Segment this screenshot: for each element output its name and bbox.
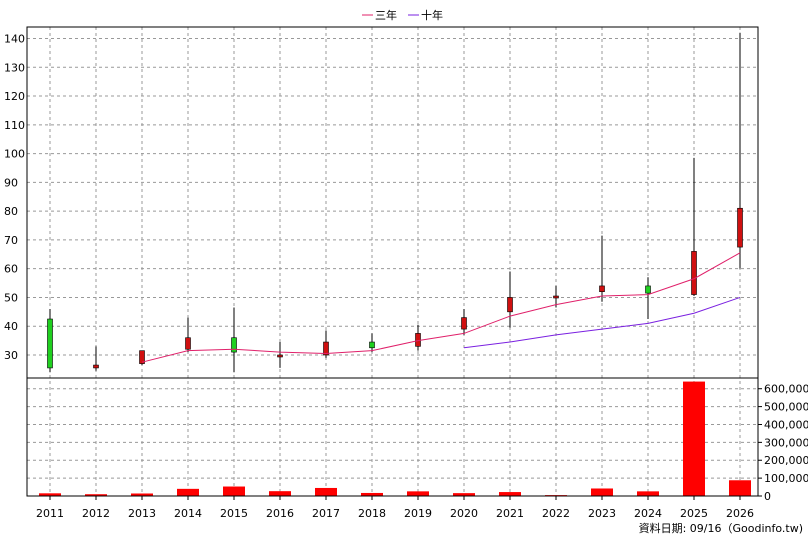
- year-tick-label: 2018: [358, 507, 386, 520]
- volume-tick-label: 500,000: [764, 401, 808, 414]
- volume-bar: [407, 491, 429, 496]
- volume-tick-label: 300,000: [764, 436, 808, 449]
- volume-bar: [637, 491, 659, 496]
- candle-body: [737, 207, 743, 248]
- candle-body: [369, 341, 375, 349]
- plot-frame: [26, 26, 759, 497]
- legend-label-3yr: 三年: [375, 8, 397, 22]
- volume-tick-label: 400,000: [764, 418, 808, 431]
- price-tick-label: 120: [4, 90, 25, 103]
- candle-body: [323, 341, 329, 356]
- candle-body: [645, 285, 651, 294]
- candles: [47, 32, 743, 373]
- volume-bar: [315, 487, 337, 496]
- year-tick-label: 2016: [266, 507, 294, 520]
- footer-date: 資料日期: 09/16（Goodinfo.tw): [639, 521, 803, 535]
- price-tick-label: 130: [4, 61, 25, 74]
- volume-bar: [131, 493, 153, 496]
- year-tick-label: 2013: [128, 507, 156, 520]
- axes: 30 40 50 60 70 80 90 100 110 120 130 140 0 100,000 200…: [4, 26, 808, 520]
- volume-tick-label: 0: [764, 490, 771, 503]
- year-tick-label: 2012: [82, 507, 110, 520]
- ma-3yr-line: [141, 252, 741, 363]
- price-tick-label: 30: [4, 349, 18, 362]
- price-tick-label: 100: [4, 148, 25, 161]
- price-tick-label: 70: [4, 234, 18, 247]
- volume-bar: [269, 491, 291, 496]
- year-tick-label: 2020: [450, 507, 478, 520]
- price-tick-label: 90: [4, 176, 18, 189]
- year-tick-label: 2014: [174, 507, 202, 520]
- candle-body: [277, 354, 283, 358]
- volume-bar: [499, 492, 521, 496]
- candle-body: [691, 251, 697, 295]
- year-tick-label: 2024: [634, 507, 662, 520]
- year-tick-label: 2011: [36, 507, 64, 520]
- volume-tick-label: 200,000: [764, 454, 808, 467]
- volume-tick-label: 600,000: [764, 383, 808, 396]
- candle-body: [507, 297, 513, 313]
- volume-bar: [729, 480, 751, 496]
- grid: [27, 27, 758, 496]
- volume-bar: [453, 493, 475, 496]
- legend: 三年 十年: [362, 8, 443, 22]
- candle-body: [47, 318, 53, 369]
- price-tick-label: 60: [4, 263, 18, 276]
- price-tick-label: 110: [4, 119, 25, 132]
- ma-10yr-line: [463, 296, 741, 349]
- year-tick-label: 2015: [220, 507, 248, 520]
- candle-body: [553, 295, 559, 299]
- volume-bar: [39, 493, 61, 496]
- price-tick-label: 40: [4, 320, 18, 333]
- year-tick-label: 2019: [404, 507, 432, 520]
- candle-body: [461, 317, 467, 330]
- year-tick-label: 2022: [542, 507, 570, 520]
- price-tick-label: 140: [4, 33, 25, 46]
- price-tick-label: 80: [4, 205, 18, 218]
- price-tick-label: 50: [4, 291, 18, 304]
- volume-bar: [591, 488, 613, 496]
- legend-label-10yr: 十年: [421, 8, 443, 22]
- moving-average-lines: [141, 252, 741, 363]
- volume-bar: [361, 492, 383, 496]
- candle-body: [93, 364, 99, 369]
- volume-bar: [223, 486, 245, 496]
- volume-bar: [683, 381, 705, 496]
- volume-bar: [85, 494, 107, 496]
- candle-body: [185, 337, 191, 350]
- candle-body: [231, 337, 237, 353]
- year-tick-label: 2025: [680, 507, 708, 520]
- year-tick-label: 2023: [588, 507, 616, 520]
- volume-bar: [177, 488, 199, 496]
- year-tick-label: 2021: [496, 507, 524, 520]
- year-tick-label: 2017: [312, 507, 340, 520]
- volume-bars: [39, 381, 751, 496]
- candle-body: [139, 350, 145, 364]
- candle-body: [599, 285, 605, 292]
- year-tick-label: 2026: [726, 507, 754, 520]
- volume-tick-label: 100,000: [764, 472, 808, 485]
